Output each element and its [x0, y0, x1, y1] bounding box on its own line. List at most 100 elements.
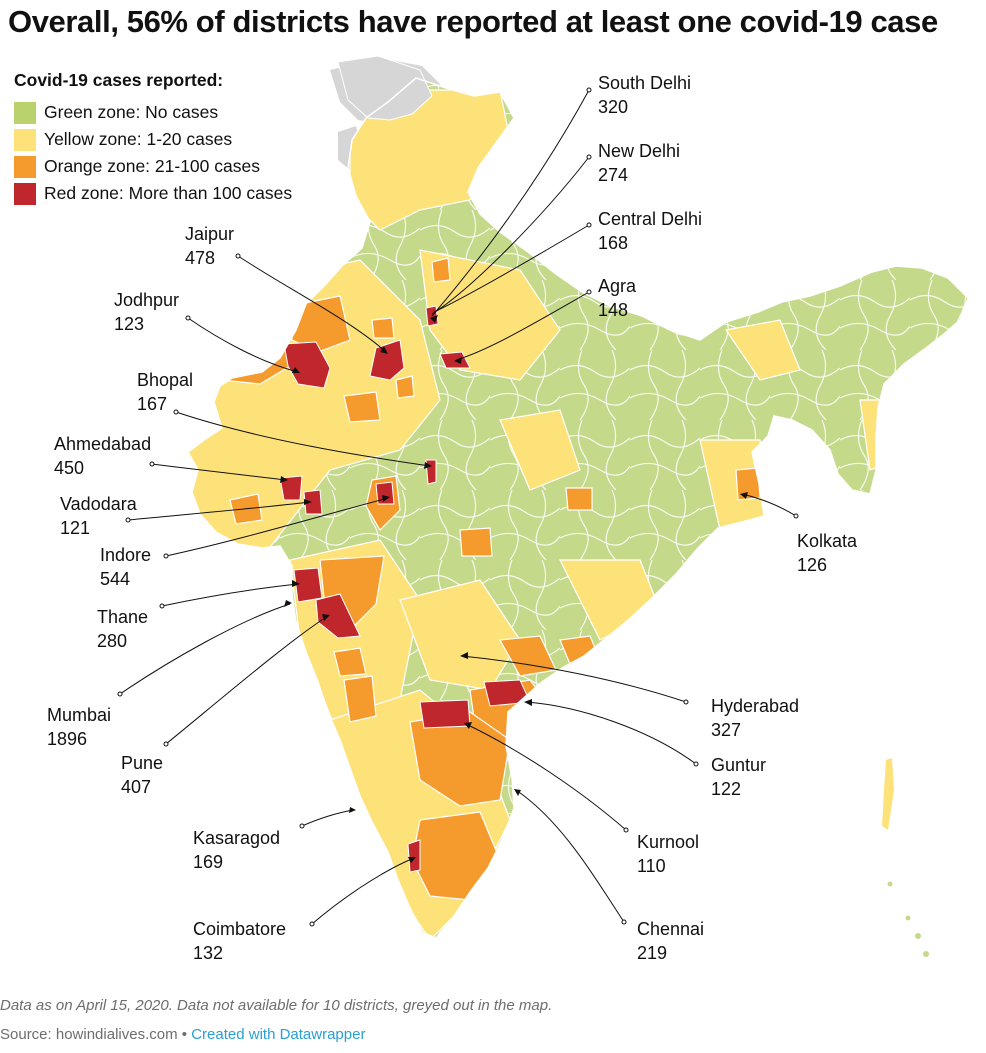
- label-thane: Thane 280: [97, 607, 149, 651]
- island-dot-4: [923, 951, 929, 957]
- datawrapper-credit-link[interactable]: Created with Datawrapper: [191, 1026, 366, 1043]
- island-dot-1: [887, 881, 893, 887]
- label-bhopal: Bhopal 167: [137, 370, 194, 414]
- island-dot-2: [905, 915, 911, 921]
- source-line: Source: howindialives.com • Created with…: [0, 1026, 365, 1043]
- arrow-chennai: [514, 789, 521, 796]
- label-kasaragod: Kasaragod 169: [193, 828, 281, 872]
- leader-central-delhi: [433, 224, 590, 313]
- arrow-jodhpur: [292, 367, 300, 373]
- source-text: Source: howindialives.com: [0, 1026, 178, 1043]
- dot-kurnool: [623, 827, 629, 833]
- legend-swatch-red: [14, 182, 36, 205]
- arrow-pune: [322, 614, 330, 621]
- dot-guntur: [693, 761, 699, 767]
- dot-vadodara: [125, 517, 131, 523]
- dot-mumbai: [117, 691, 123, 697]
- arrow-ahmedabad: [280, 476, 288, 483]
- zone-orange-haryana: [371, 317, 395, 339]
- arrow-delhi: [430, 315, 438, 323]
- label-hyderabad: Hyderabad 327: [711, 696, 800, 740]
- leader-pune: [165, 615, 329, 745]
- zone-red-jaipur: [369, 339, 405, 381]
- label-vadodara: Vadodara 121: [60, 494, 137, 538]
- label-jodhpur: Jodhpur 123: [114, 290, 180, 334]
- islands-andaman: [882, 758, 894, 830]
- zone-red-coimbatore: [407, 839, 421, 873]
- label-chennai: Chennai 219: [637, 919, 705, 963]
- dot-bhopal: [173, 409, 179, 415]
- zone-yellow-upcentral: [419, 249, 561, 381]
- label-central-delhi: Central Delhi 168: [598, 209, 703, 253]
- label-ahmedabad: Ahmedabad 450: [54, 434, 152, 478]
- arrow-kurnool: [464, 722, 472, 729]
- zone-orange-rayalaseema: [409, 711, 511, 807]
- leader-chennai: [515, 789, 625, 923]
- leader-agra: [455, 291, 590, 361]
- legend-item-green: Green zone: No cases: [14, 99, 292, 126]
- dot-kasaragod: [299, 823, 305, 829]
- leader-start-dots: [117, 87, 799, 927]
- zone-red-indore: [375, 481, 395, 505]
- no-data-region-jk: [337, 55, 433, 121]
- label-guntur: Guntur 122: [711, 755, 767, 799]
- legend-label-red: Red zone: More than 100 cases: [44, 183, 293, 203]
- district-fills: [188, 78, 968, 938]
- zone-orange-rajasthan: [343, 391, 381, 423]
- dot-hyderabad: [683, 699, 689, 705]
- leader-thane: [161, 583, 299, 607]
- arrow-coimbatore: [408, 857, 416, 863]
- zone-orange-chhattisgarh: [565, 487, 593, 511]
- dot-agra: [586, 289, 592, 295]
- zone-red-agra: [439, 351, 471, 369]
- zone-orange-solapur: [333, 647, 367, 677]
- legend-label-green: Green zone: No cases: [44, 102, 219, 122]
- leader-coimbatore: [311, 857, 415, 925]
- label-south-delhi: South Delhi 320: [598, 73, 692, 117]
- leader-south-delhi: [431, 89, 590, 317]
- label-kurnool: Kurnool 110: [637, 832, 700, 876]
- dot-chennai: [621, 919, 627, 925]
- legend-swatch-green: [14, 101, 36, 124]
- leader-jaipur: [237, 255, 387, 353]
- dot-central-delhi: [586, 222, 592, 228]
- zone-yellow-northeast-a: [724, 319, 801, 381]
- footnote: Data as on April 15, 2020. Data not avai…: [0, 997, 553, 1014]
- zone-yellow-deccan: [399, 579, 521, 691]
- zone-red-jodhpur: [283, 341, 331, 389]
- zone-red-ahmedabad: [279, 475, 303, 501]
- label-kolkata: Kolkata 126: [797, 531, 858, 575]
- legend-label-yellow: Yellow zone: 1-20 cases: [44, 129, 233, 149]
- label-mumbai: Mumbai 1896: [47, 705, 112, 749]
- arrow-thane: [292, 580, 300, 587]
- zone-orange-kolkata-area: [735, 467, 761, 501]
- arrow-agra: [454, 357, 462, 364]
- arrow-indore: [382, 495, 390, 502]
- label-coimbatore: Coimbatore 132: [193, 919, 287, 963]
- legend: Covid-19 cases reported: Green zone: No …: [14, 70, 292, 207]
- legend-swatch-yellow: [14, 128, 36, 151]
- dot-jaipur: [235, 253, 241, 259]
- zone-orange-karnataka: [343, 675, 377, 723]
- zone-red-vadodara: [303, 489, 323, 515]
- zone-orange-up: [431, 257, 451, 283]
- leader-indore: [165, 497, 389, 557]
- leader-ahmedabad: [151, 463, 287, 481]
- arrow-hyderabad: [460, 652, 468, 659]
- label-indore: Indore 544: [100, 545, 152, 589]
- legend-item-orange: Orange zone: 21-100 cases: [14, 153, 292, 180]
- leader-kasaragod: [301, 809, 355, 827]
- leader-vadodara: [127, 501, 311, 521]
- legend-title: Covid-19 cases reported:: [14, 70, 224, 90]
- leader-guntur: [525, 701, 697, 765]
- leader-kurnool: [465, 723, 627, 831]
- leader-bhopal: [175, 411, 431, 467]
- zone-orange-telangana: [499, 635, 557, 677]
- dot-coimbatore: [309, 921, 315, 927]
- india-outline: [187, 77, 969, 939]
- legend-item-yellow: Yellow zone: 1-20 cases: [14, 126, 292, 153]
- arrow-kasaragod: [349, 807, 356, 813]
- dot-indore: [163, 553, 169, 559]
- arrow-kolkata: [740, 492, 748, 499]
